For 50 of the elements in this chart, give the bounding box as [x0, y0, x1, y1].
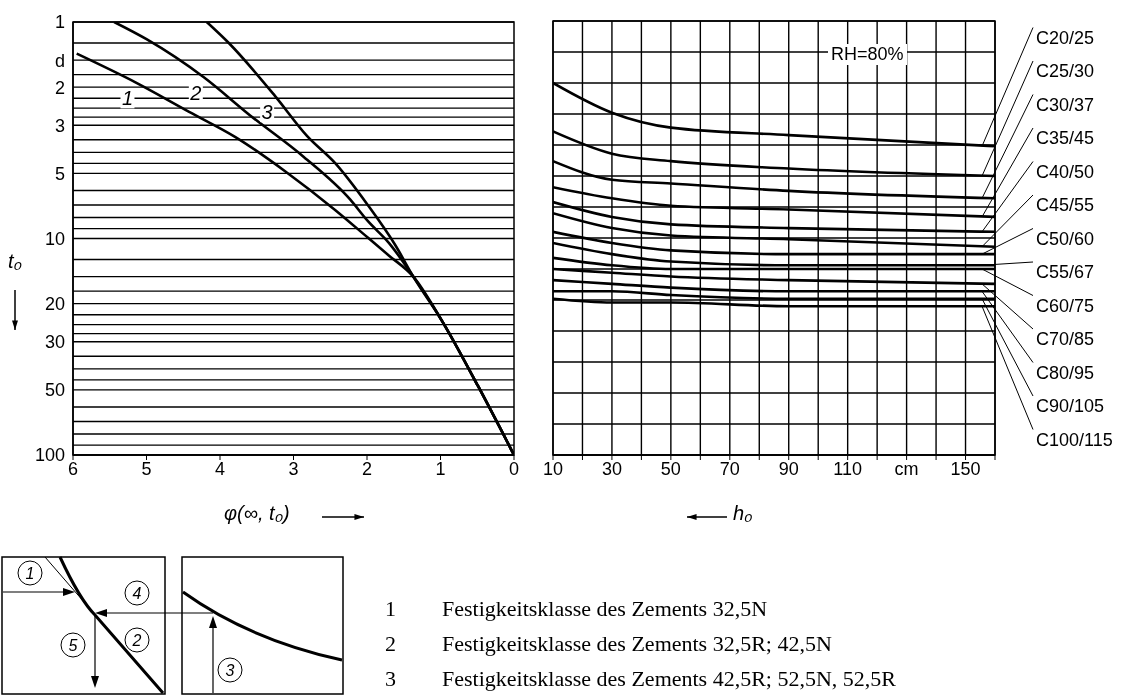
text: 2 — [385, 631, 397, 657]
legend-label: C50/60 — [1036, 228, 1095, 249]
text: C40/50 — [1036, 161, 1095, 182]
y-tick-label: 3 — [54, 115, 65, 136]
y-tick-label: d — [54, 50, 65, 71]
text: Festigkeitsklasse des Zements 32,5R; 42,5N — [442, 631, 832, 656]
y-axis-title: t₀ — [8, 250, 22, 273]
series-label: 1 — [121, 87, 134, 110]
x-tick-label: 3 — [288, 458, 299, 479]
text: RH=80% — [828, 44, 907, 65]
text: C20/25 — [1036, 27, 1095, 48]
x-tick-label: 110 — [833, 458, 863, 479]
nomogram-usage-sketch: 1 2 3 4 5 — [0, 555, 350, 699]
text: C30/37 — [1036, 94, 1095, 115]
x-axis-title: φ(∞, t₀) — [224, 502, 290, 525]
y-tick-label: 50 — [44, 380, 65, 401]
text: C70/85 — [1036, 329, 1095, 349]
x-tick-label: 1 — [435, 458, 446, 479]
text: C100/115 — [1036, 429, 1113, 450]
x-tick-label: 50 — [660, 458, 681, 479]
text: C45/55 — [1036, 195, 1095, 215]
text: C90/105 — [1036, 396, 1105, 416]
x-tick-label: 150 — [950, 458, 981, 479]
y-tick-label: 20 — [44, 294, 65, 315]
text: C80/95 — [1036, 362, 1095, 383]
y-tick-label: 100 — [34, 445, 65, 466]
x-tick-label: 2 — [361, 458, 373, 479]
x-tick-label: 90 — [778, 458, 799, 479]
x-tick-label: 10 — [542, 458, 564, 479]
text: C35/45 — [1036, 128, 1095, 148]
y-tick-label: 10 — [44, 228, 65, 249]
legend-label: C55/67 — [1036, 262, 1095, 282]
x-tick-label: 4 — [214, 458, 226, 479]
text: C25/30 — [1036, 61, 1095, 81]
text: 3 Festigkeitsklasse des Zements 42,5R; 52,5N, 52,5R — [385, 666, 897, 691]
x-tick-label: 0 — [508, 458, 520, 479]
text: 1 Festigkeitsklasse des Zements 32,5N — [385, 596, 768, 621]
y-tick-label: 5 — [54, 163, 65, 184]
series-label: 3 — [261, 101, 273, 124]
x-tick-label: 70 — [719, 458, 740, 479]
y-tick-label: 1 — [54, 12, 65, 33]
y-tick-label: 2 — [54, 77, 65, 98]
x-axis-title: h₀ — [733, 502, 753, 525]
x-tick-label: cm — [894, 458, 919, 479]
x-tick-label: 6 — [67, 458, 79, 479]
series-label: 2 — [189, 82, 202, 105]
y-tick-label: 30 — [44, 332, 65, 353]
x-tick-label: 30 — [601, 458, 622, 479]
x-tick-label: 5 — [141, 458, 152, 479]
text: C60/75 — [1036, 295, 1095, 316]
